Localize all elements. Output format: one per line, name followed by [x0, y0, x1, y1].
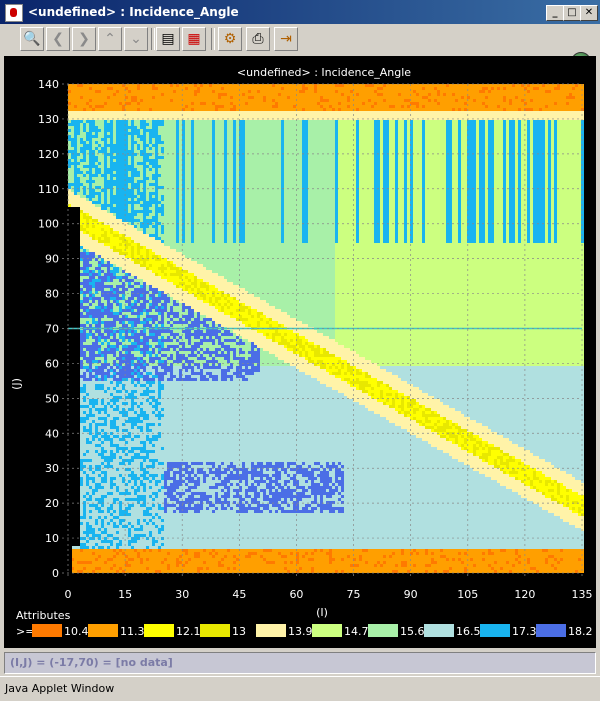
y-tick-label: 20	[45, 497, 59, 510]
x-tick-label: 105	[457, 588, 478, 601]
y-tick-label: 80	[45, 288, 59, 301]
up-icon: ⌃	[104, 31, 116, 47]
coordinate-readout: (I,J) = (-17,70) = [no data]	[10, 656, 173, 669]
legend-label: 15.6	[400, 625, 425, 638]
x-tick-label: 15	[118, 588, 132, 601]
y-tick-label: 70	[45, 323, 59, 336]
legend-label: 16.5	[456, 625, 481, 638]
color-grid-icon: ▦	[187, 31, 200, 47]
x-tick-label: 135	[572, 588, 593, 601]
y-tick-label: 0	[52, 567, 59, 580]
x-tick-label: 120	[514, 588, 535, 601]
y-tick-label: 130	[38, 113, 59, 126]
legend-swatch	[480, 624, 510, 637]
legend-swatch	[32, 624, 62, 637]
y-axis-label: (J)	[10, 378, 23, 390]
legend-swatch	[312, 624, 342, 637]
legend-swatch	[536, 624, 566, 637]
legend-label: 11.3	[120, 625, 145, 638]
toolbar-separator	[211, 28, 215, 50]
up-button[interactable]: ⌃	[98, 27, 122, 51]
table-button[interactable]: ▤	[156, 27, 180, 51]
print-button[interactable]: ⎙	[246, 27, 270, 51]
legend-label: 17.3	[512, 625, 537, 638]
table-icon: ▤	[161, 31, 174, 47]
legend: Attributes >= 10.4 11.3 12.1 13 13.9 14.7 15.6 16…	[16, 609, 593, 638]
zoom-icon: 🔍	[23, 31, 40, 47]
maximize-button[interactable]: □	[563, 5, 581, 21]
legend-swatch	[256, 624, 286, 637]
applet-label: Java Applet Window	[5, 682, 114, 695]
x-tick-label: 90	[404, 588, 418, 601]
legend-swatch	[200, 624, 230, 637]
legend-label: 14.7	[344, 625, 369, 638]
y-tick-label: 100	[38, 218, 59, 231]
x-tick-label: 30	[175, 588, 189, 601]
applet-window-bar: Java Applet Window	[0, 676, 600, 701]
minimize-button[interactable]: _	[546, 5, 564, 21]
close-button[interactable]: ✕	[580, 5, 598, 21]
chart-title: <undefined> : Incidence_Angle	[237, 66, 411, 79]
exit-button[interactable]: ⇥	[274, 27, 298, 51]
legend-swatch	[88, 624, 118, 637]
window-title: <undefined> : Incidence_Angle	[28, 5, 239, 19]
x-tick-label: 45	[232, 588, 246, 601]
legend-prefix: >=	[16, 625, 34, 638]
legend-label: 10.4	[64, 625, 89, 638]
x-tick-label: 0	[65, 588, 72, 601]
legend-label: 12.1	[176, 625, 201, 638]
settings-button[interactable]: ⚙	[218, 27, 242, 51]
settings-icon: ⚙	[224, 31, 237, 47]
heatmap-chart[interactable]: <undefined> : Incidence_Angle 0 15 30 45 60 7…	[4, 56, 596, 648]
toolbar: 🔍 ❮ ❯ ⌃ ⌄ ▤ ▦ ⚙ ⎙ ⇥	[0, 24, 600, 54]
plot-panel: <undefined> : Incidence_Angle 0 15 30 45 60 7…	[4, 56, 596, 648]
legend-swatch	[368, 624, 398, 637]
status-bar: (I,J) = (-17,70) = [no data]	[4, 652, 596, 674]
down-icon: ⌄	[130, 31, 142, 47]
y-tick-label: 90	[45, 253, 59, 266]
y-tick-label: 60	[45, 357, 59, 370]
forward-button[interactable]: ❯	[72, 27, 96, 51]
color-grid-button[interactable]: ▦	[182, 27, 206, 51]
forward-icon: ❯	[78, 31, 90, 47]
legend-label: 18.2	[568, 625, 593, 638]
x-axis-label: (I)	[316, 606, 328, 619]
legend-label: 13.9	[288, 625, 313, 638]
y-tick-label: 30	[45, 462, 59, 475]
back-button[interactable]: ❮	[46, 27, 70, 51]
legend-label: 13	[232, 625, 246, 638]
y-tick-label: 50	[45, 392, 59, 405]
y-tick-label: 140	[38, 78, 59, 91]
y-tick-label: 120	[38, 148, 59, 161]
exit-icon: ⇥	[280, 31, 292, 47]
title-bar: <undefined> : Incidence_Angle _ □ ✕	[0, 0, 600, 24]
back-icon: ❮	[52, 31, 64, 47]
legend-title: Attributes	[16, 609, 71, 622]
java-app-icon	[5, 4, 23, 22]
y-tick-label: 40	[45, 427, 59, 440]
y-tick-label: 110	[38, 183, 59, 196]
x-tick-label: 60	[289, 588, 303, 601]
y-tick-label: 10	[45, 532, 59, 545]
print-icon: ⎙	[252, 31, 263, 47]
legend-swatch	[424, 624, 454, 637]
x-tick-label: 75	[347, 588, 361, 601]
toolbar-separator	[151, 28, 155, 50]
down-button[interactable]: ⌄	[124, 27, 148, 51]
zoom-button[interactable]: 🔍	[20, 27, 44, 51]
legend-swatch	[144, 624, 174, 637]
